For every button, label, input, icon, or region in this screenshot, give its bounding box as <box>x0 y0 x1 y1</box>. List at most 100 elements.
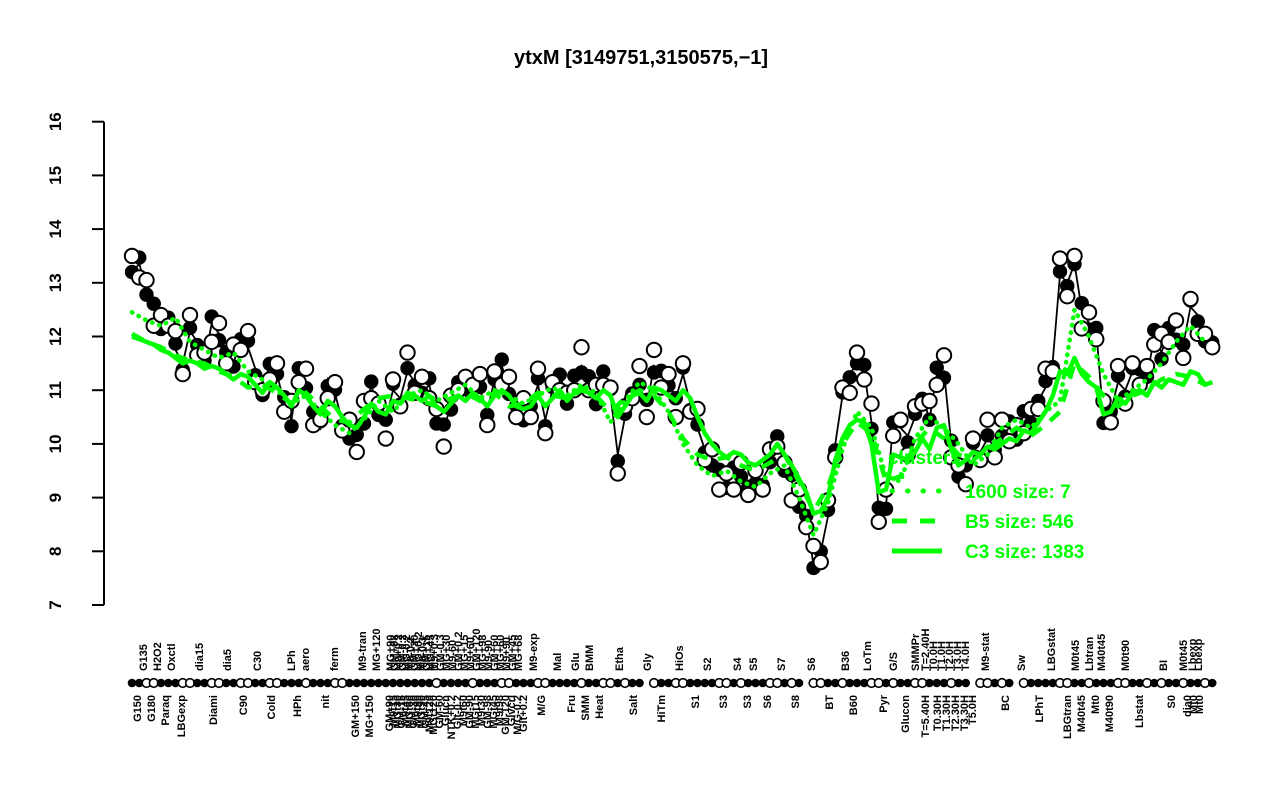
x-label-bottom: M40t90 <box>1104 695 1116 732</box>
data-point-filled <box>349 427 364 442</box>
x-label-top: HiOs <box>674 645 686 671</box>
rug-dot-filled <box>1041 678 1050 688</box>
rug-dot-filled <box>1171 678 1181 688</box>
x-label-top: GM+30 <box>409 635 421 671</box>
x-label-bottom: G180 <box>146 695 158 722</box>
rug-dot-filled <box>751 678 760 688</box>
x-label-top: M9-0.2 <box>405 637 417 671</box>
x-label-bottom: M9t15 <box>388 695 400 726</box>
series-layer <box>123 247 1221 576</box>
data-point-open <box>674 355 692 372</box>
rug-dot-filled <box>925 678 934 688</box>
x-label-bottom: T0.30H <box>932 695 944 731</box>
data-point-open <box>1196 325 1214 343</box>
x-label-bottom: HPh <box>292 695 304 717</box>
data-point-filled <box>400 360 415 376</box>
rug-dot-filled <box>903 678 913 688</box>
y-axis-tick-label: 8 <box>46 547 65 556</box>
x-label-top: GM+60 <box>489 635 501 671</box>
data-point-open <box>1182 290 1199 308</box>
data-point-open <box>384 371 402 388</box>
x-label-bottom: T3.30H <box>959 695 971 731</box>
y-axis-tick-label: 11 <box>46 381 65 399</box>
x-label-top: M40t45 <box>1096 634 1108 671</box>
x-label-top: dia5 <box>222 649 234 671</box>
rug-dot-filled <box>1091 678 1101 688</box>
x-label-top: M9-stat <box>980 632 992 671</box>
x-label-bottom: GM+90 <box>384 695 396 731</box>
x-label-top: LoTm <box>862 641 874 671</box>
x-label-bottom: S1 <box>690 695 702 708</box>
x-label-top: Gly <box>642 652 654 671</box>
data-point-open <box>181 306 199 324</box>
data-point-open <box>232 341 249 359</box>
x-label-top: M9+90 <box>501 637 513 671</box>
rug-dot-filled <box>526 678 536 688</box>
data-point-open <box>573 339 590 356</box>
data-point-open <box>848 344 866 361</box>
x-label-top: M9-60 <box>447 640 459 671</box>
data-point-filled <box>1089 320 1104 336</box>
rug-dot-filled <box>743 678 753 688</box>
data-point-open <box>1138 357 1156 375</box>
data-point-open <box>174 365 191 383</box>
data-point-filled <box>1052 264 1068 279</box>
x-label-bottom: GM-90 <box>464 695 476 729</box>
data-point-filled <box>929 360 944 375</box>
rug-dot-filled <box>548 678 557 688</box>
x-label-bottom: M9t60 <box>458 695 470 726</box>
rug-dot-filled <box>1077 678 1087 688</box>
rug-dot-filled <box>482 678 492 688</box>
data-point-filled <box>494 352 509 367</box>
cluster-B5-dashed-line <box>130 331 1207 516</box>
legend-item-label: 1600 size: 7 <box>965 482 1071 503</box>
data-point-open <box>935 347 953 364</box>
x-label-bottom: MGt120 <box>428 695 440 735</box>
x-label-top: S6 <box>806 658 818 671</box>
x-label-bottom: nit <box>320 695 332 709</box>
y-axis-tick-label: 9 <box>46 493 65 502</box>
rug-dot-filled <box>635 678 644 688</box>
x-label-top: S4 <box>732 657 744 671</box>
x-label-top: SMMPr <box>910 633 922 671</box>
data-point-filled <box>146 296 161 311</box>
x-label-top: S2 <box>702 658 714 671</box>
rug-dot-filled <box>359 678 369 688</box>
x-label-top: Oxctl <box>166 643 178 671</box>
x-label-bottom: SMM <box>580 695 592 721</box>
x-label-bottom: HiTm <box>656 695 668 723</box>
data-point-open <box>885 427 902 445</box>
rug-dot-filled <box>453 678 463 688</box>
data-point-open <box>471 365 489 383</box>
rug-dot-filled <box>395 678 405 688</box>
rug-dot-filled <box>656 678 666 688</box>
rug-dot-filled <box>1033 678 1043 688</box>
data-point-open <box>508 408 525 426</box>
data-point-filled <box>857 357 872 373</box>
rug-dot-filled <box>287 678 296 688</box>
x-label-bottom: dia0 <box>1182 695 1194 717</box>
x-label-bottom: BT <box>824 695 836 710</box>
data-point-open <box>218 355 235 372</box>
data-point-filled <box>168 336 183 351</box>
x-label-bottom: GM-30 <box>408 695 420 729</box>
y-axis-tick-label: 13 <box>46 273 65 292</box>
data-point-filled <box>284 418 299 434</box>
rug-dot-filled <box>1135 678 1145 688</box>
condition-rug <box>127 677 1217 689</box>
x-label-top: dia15 <box>194 643 206 671</box>
data-point-open <box>638 408 655 426</box>
data-point-open <box>921 392 938 410</box>
x-label-bottom: MG+150 <box>364 695 376 738</box>
x-label-top: MG+30 <box>441 635 453 671</box>
cluster-C3-solid-line <box>131 334 1214 516</box>
x-label-top: T3.0H <box>952 641 964 671</box>
x-label-bottom: MGt15 <box>470 695 482 729</box>
x-label-top: GM+15 <box>421 635 433 671</box>
rug-dot-filled <box>627 678 637 688</box>
rug-dot-filled <box>780 678 789 688</box>
data-point-open <box>479 416 496 434</box>
data-point-filled <box>1190 314 1205 329</box>
